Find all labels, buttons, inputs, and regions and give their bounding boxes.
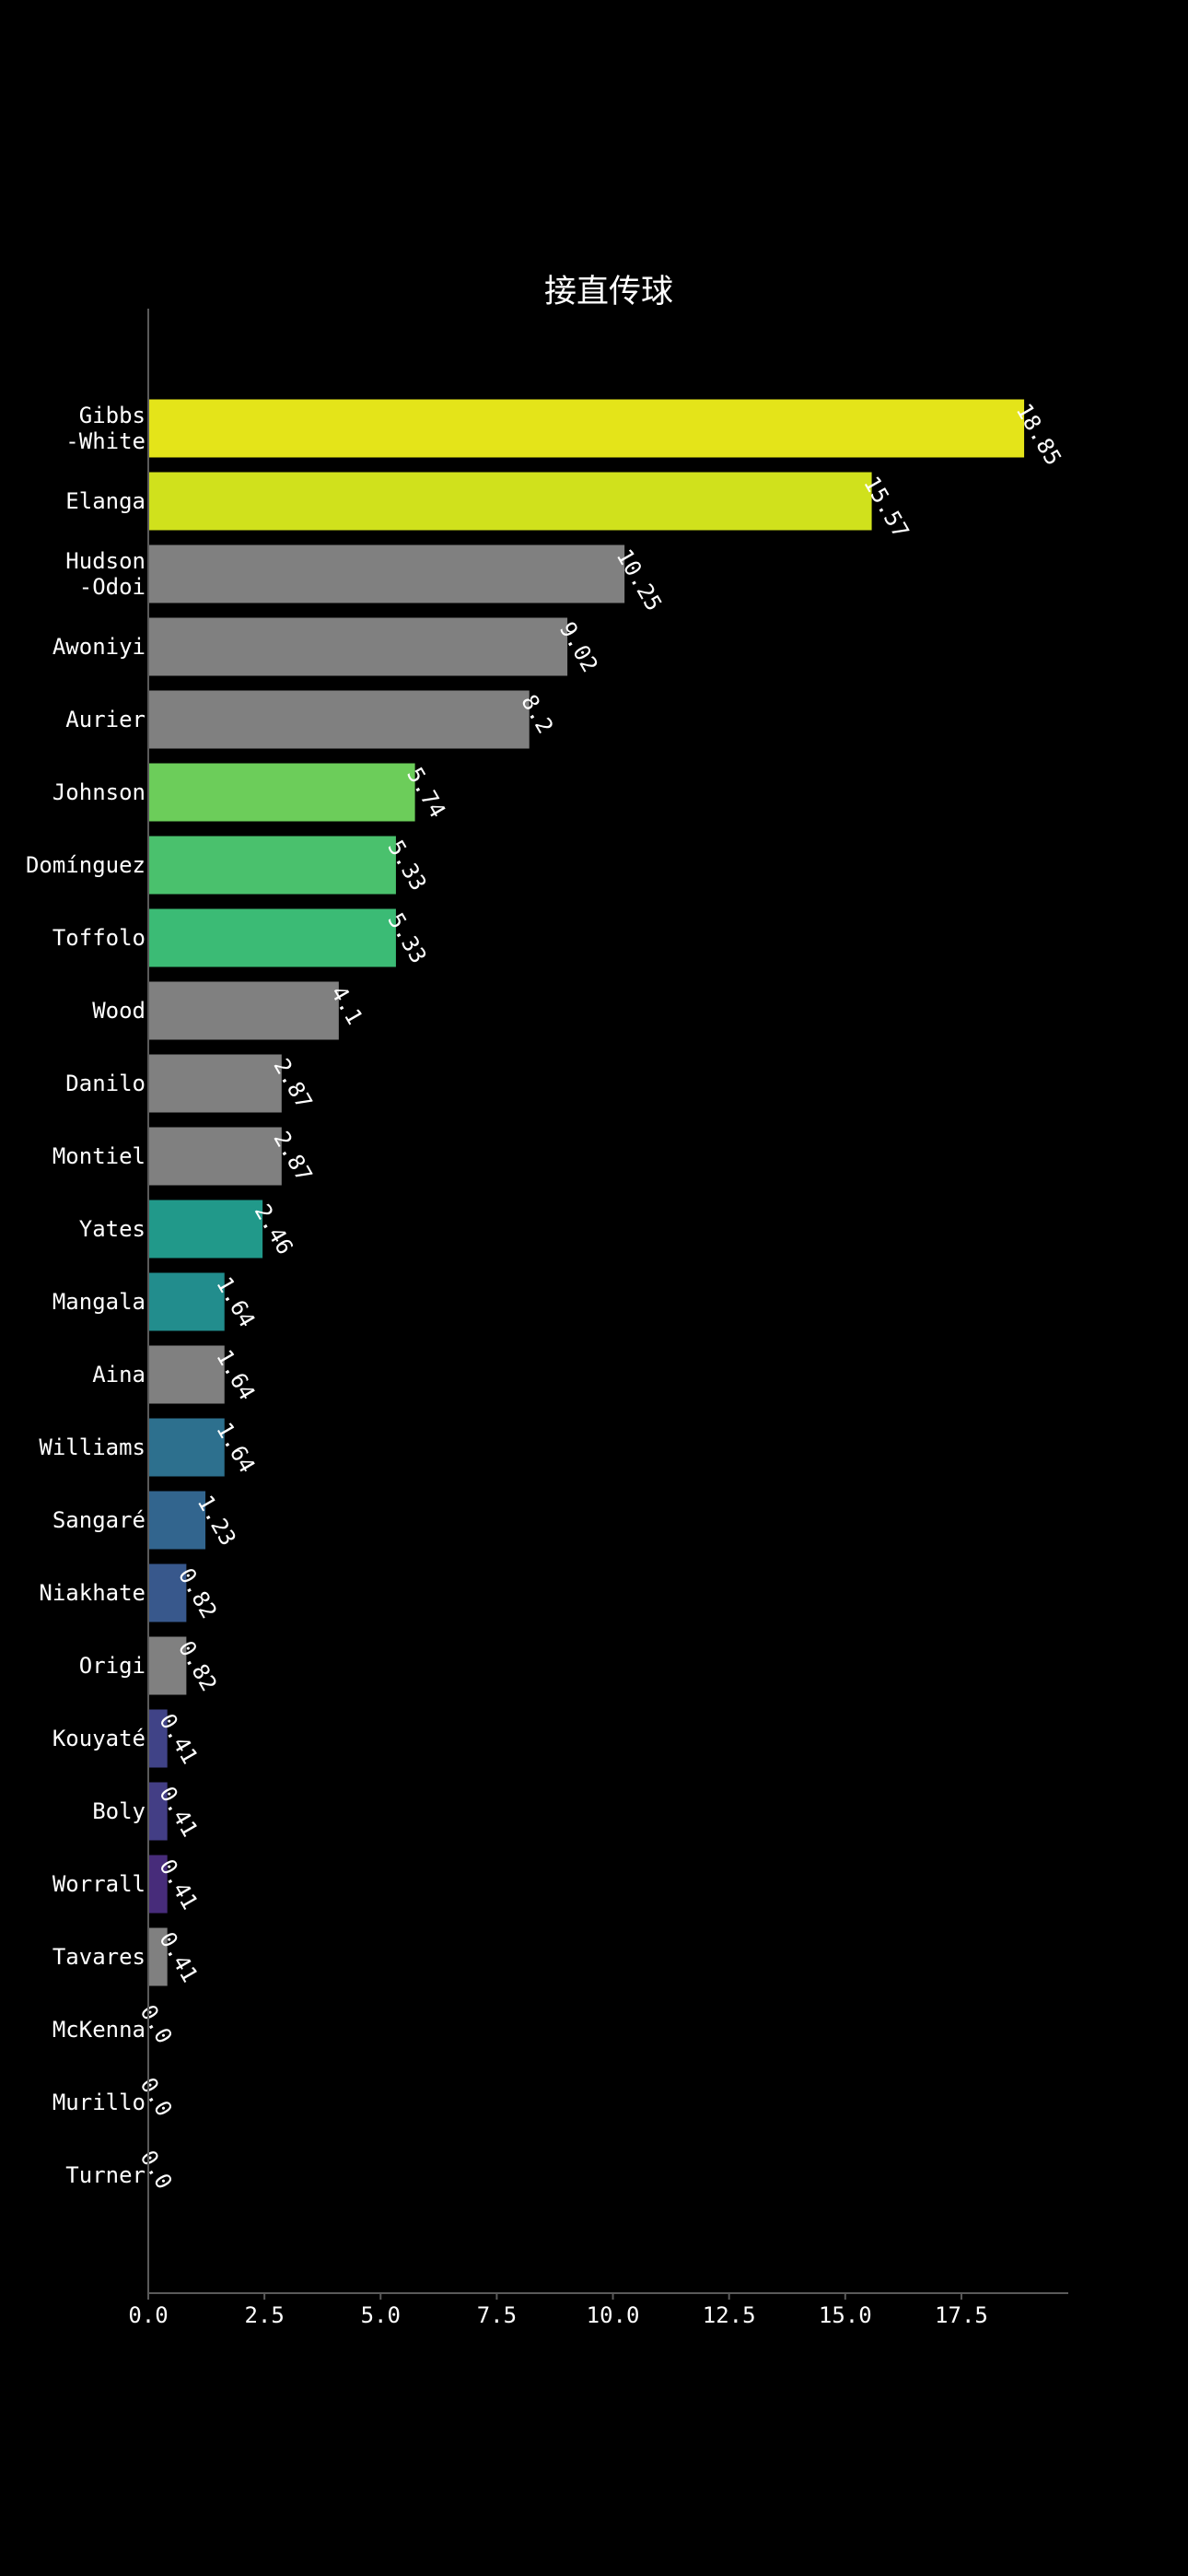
x-tick-label: 15.0 [819, 2302, 872, 2328]
bar [148, 690, 530, 749]
x-tick-label: 17.5 [935, 2302, 988, 2328]
category-label: Niakhate [39, 1580, 146, 1606]
x-tick-label: 2.5 [244, 2302, 284, 2328]
category-label: Worrall [52, 1871, 146, 1897]
x-tick-label: 7.5 [477, 2302, 517, 2328]
bar [148, 472, 872, 531]
category-label: Wood [92, 998, 146, 1024]
category-label: Domínguez [26, 852, 146, 878]
bar [148, 1855, 168, 1914]
axis-layer: 0.0 2.5 5.0 7.5 10.0 12.5 15.0 17.5 [128, 309, 1068, 2328]
category-label: Gibbs -White [65, 403, 146, 454]
bar [148, 1491, 206, 1550]
bar [148, 1200, 263, 1259]
bar [148, 1927, 168, 1986]
bar [148, 1636, 187, 1695]
bar [148, 1709, 168, 1768]
x-tick-label: 0.0 [128, 2302, 168, 2328]
category-label: Sangaré [52, 1507, 146, 1533]
bar [148, 763, 415, 822]
bar [148, 1054, 282, 1113]
category-label: Kouyaté [52, 1726, 146, 1751]
category-label: McKenna [52, 2017, 146, 2043]
bar [148, 399, 1025, 458]
category-label: Murillo [52, 2090, 146, 2115]
bar [148, 1782, 168, 1841]
category-label: Awoniyi [52, 634, 146, 660]
bar [148, 981, 339, 1040]
category-label: Aurier [65, 707, 146, 732]
category-label: Elanga [65, 488, 146, 514]
bar [148, 1563, 187, 1622]
category-label: Hudson -Odoi [65, 548, 146, 600]
category-label: Tavares [52, 1944, 146, 1970]
category-label: Origi [79, 1653, 146, 1679]
bar [148, 1272, 225, 1331]
bar [148, 836, 396, 895]
category-label: Mangala [52, 1289, 146, 1315]
x-tick-label: 5.0 [361, 2302, 401, 2328]
category-label: Danilo [65, 1071, 146, 1096]
category-label: Montiel [52, 1143, 146, 1169]
x-tick-label: 10.0 [587, 2302, 640, 2328]
bar [148, 617, 568, 676]
category-label: Toffolo [52, 925, 146, 951]
category-label: Boly [92, 1798, 146, 1824]
bars-layer [148, 399, 1025, 1986]
category-label: Turner [65, 2162, 146, 2188]
category-label: Yates [79, 1216, 146, 1242]
bar [148, 908, 396, 967]
bar [148, 1418, 225, 1477]
bar [148, 1345, 225, 1404]
category-label: Aina [92, 1362, 146, 1388]
category-label: Williams [39, 1434, 146, 1460]
x-tick-label: 12.5 [703, 2302, 756, 2328]
chart-title: 接直传球 [544, 274, 673, 310]
bar [148, 544, 625, 603]
bar [148, 1127, 282, 1186]
category-label: Johnson [52, 779, 146, 805]
